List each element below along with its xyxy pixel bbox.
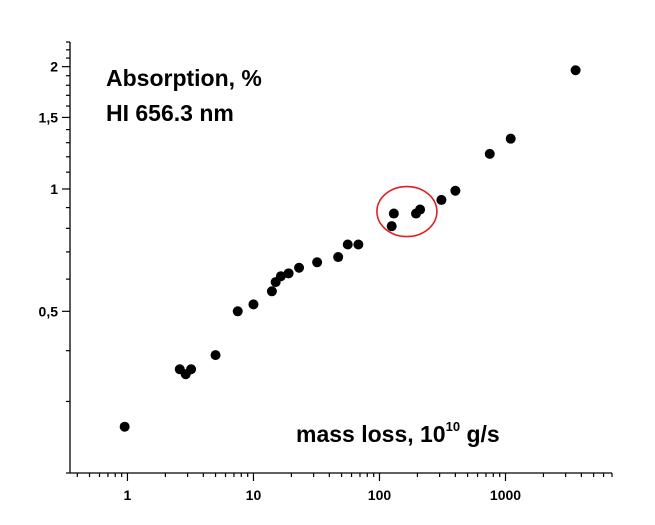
y-tick-label: 2 bbox=[50, 59, 58, 75]
data-point bbox=[186, 364, 197, 375]
data-point bbox=[570, 65, 581, 76]
data-point bbox=[436, 194, 447, 205]
data-point bbox=[505, 133, 516, 144]
data-point bbox=[210, 350, 221, 361]
y-tick-label: 1 bbox=[50, 181, 58, 197]
data-point bbox=[119, 421, 130, 432]
y-tick-label: 0,5 bbox=[39, 303, 59, 319]
data-point bbox=[248, 299, 259, 310]
data-point bbox=[294, 262, 305, 273]
data-point bbox=[342, 239, 353, 250]
data-point bbox=[415, 204, 426, 215]
data-points bbox=[119, 65, 581, 432]
data-point bbox=[388, 208, 399, 219]
highlight-group bbox=[376, 185, 438, 238]
x-tick-label: 1 bbox=[124, 487, 132, 503]
x-axis-label-base: mass loss, 10 bbox=[296, 421, 446, 447]
data-point bbox=[484, 148, 495, 159]
chart-title-line-2: HI 656.3 nm bbox=[106, 100, 234, 126]
chart-title-line-1: Absorption, % bbox=[106, 65, 262, 91]
data-point bbox=[275, 271, 286, 282]
x-tick-label: 100 bbox=[368, 487, 392, 503]
axis-ticks bbox=[62, 41, 613, 481]
data-point bbox=[353, 239, 364, 250]
x-axis-label: mass loss, 1010 g/s bbox=[296, 419, 500, 447]
data-point bbox=[386, 221, 397, 232]
x-tick-label: 1000 bbox=[490, 487, 521, 503]
data-point bbox=[232, 306, 243, 317]
y-tick-label: 1,5 bbox=[39, 109, 59, 125]
data-point bbox=[312, 257, 323, 268]
data-point bbox=[333, 252, 344, 263]
data-point bbox=[450, 185, 461, 196]
highlight-ellipse bbox=[376, 185, 438, 238]
data-point bbox=[283, 268, 294, 279]
x-tick-label: 10 bbox=[246, 487, 262, 503]
x-axis-label-unit: g/s bbox=[460, 421, 500, 447]
data-point bbox=[266, 286, 277, 297]
tick-labels: 1 10 100 1000 0,5 1 1,5 2 bbox=[39, 59, 522, 503]
x-axis-label-exponent: 10 bbox=[446, 419, 460, 434]
